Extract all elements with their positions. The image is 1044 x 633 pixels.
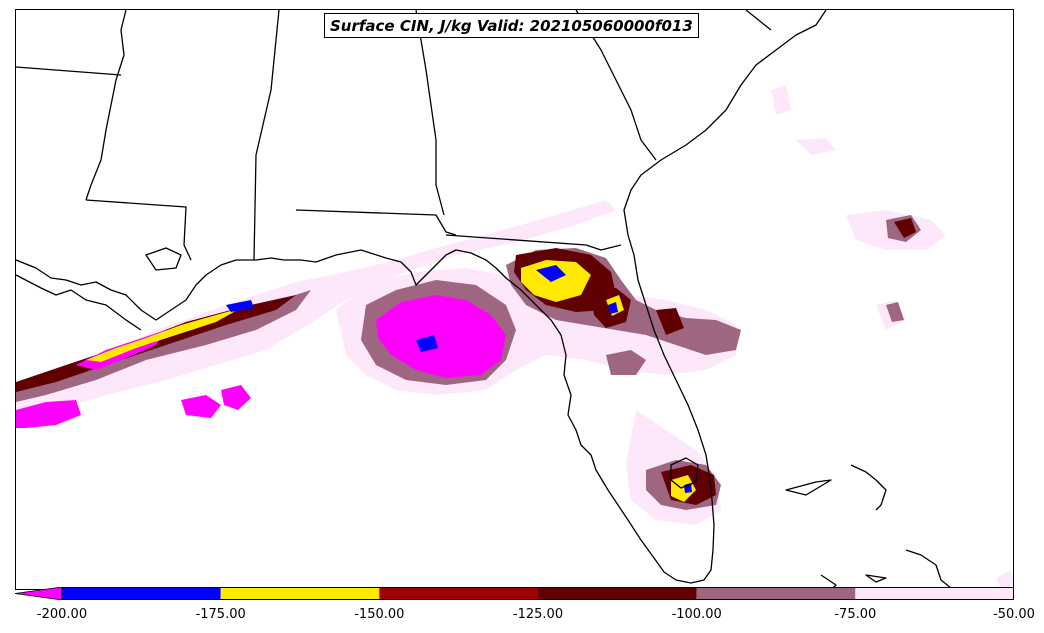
cin-area-dark-red	[656, 308, 684, 335]
colorbar-bin	[696, 587, 856, 600]
colorbar-tick-label: -75.00	[834, 607, 877, 622]
cin-area-magenta	[376, 295, 506, 378]
bahamas-island	[905, 549, 952, 589]
nc-sc-border	[745, 10, 772, 31]
colorbar-bin	[62, 587, 221, 600]
colorbar-tick-label: -150.00	[354, 607, 405, 622]
la-marsh-coast	[16, 274, 142, 331]
ga-sc-border	[575, 10, 657, 161]
cin-area-blue	[226, 300, 254, 312]
la-lake	[145, 247, 182, 271]
bahamas-island	[865, 574, 887, 583]
cin-area-very-light	[996, 570, 1013, 588]
cin-area-magenta	[181, 395, 221, 418]
cin-area-very-light	[16, 200, 616, 420]
colorbar-bin	[538, 587, 697, 600]
cin-area-blue	[608, 302, 618, 314]
atlantic-coastline	[623, 10, 827, 481]
cin-area-very-light	[796, 138, 836, 155]
colorbar-tick-label: -50.00	[993, 607, 1035, 622]
gulf-coastline	[16, 249, 715, 584]
cin-area-yellow	[671, 475, 696, 502]
colorbar-bin	[855, 587, 1014, 600]
ms-la-border	[85, 10, 127, 201]
al-ga-border	[415, 10, 445, 216]
cin-shading	[16, 85, 1013, 588]
colorbar-bin	[220, 587, 380, 600]
bahamas-island	[785, 479, 832, 496]
colorbar-bin	[379, 587, 538, 600]
colorbar-tick-label: -200.00	[36, 607, 88, 622]
cin-area-mauve	[606, 350, 646, 375]
colorbar-tick-label: -175.00	[195, 607, 246, 622]
colorbar-tick-label: -100.00	[671, 607, 722, 622]
cin-area-magenta	[16, 400, 81, 428]
colorbar	[15, 587, 1014, 600]
ga-fl-border	[445, 234, 622, 251]
cin-area-blue	[416, 335, 438, 352]
colorbar-tick-label: -125.00	[512, 607, 564, 622]
colorbar-outline	[61, 587, 1014, 600]
cin-area-magenta	[221, 385, 251, 410]
cin-area-yellow	[86, 308, 241, 362]
boundary-lines	[16, 10, 952, 589]
cin-area-mauve	[886, 302, 904, 322]
al-fl-border	[295, 209, 457, 236]
ms-al-border	[253, 10, 280, 261]
map-title: Surface CIN, J/kg Valid: 202105060000f01…	[324, 13, 699, 38]
lake-okeechobee	[670, 457, 699, 489]
bahamas-island	[850, 464, 887, 511]
colorbar-under-extension	[15, 587, 63, 600]
la-ar-border	[16, 66, 122, 76]
cin-area-very-light	[771, 85, 791, 115]
cin-area-blue	[536, 265, 566, 282]
map-canvas	[16, 10, 1013, 589]
la-ms-border-east	[85, 199, 192, 261]
cin-area-dark-red	[894, 218, 916, 238]
map-panel	[15, 9, 1014, 590]
